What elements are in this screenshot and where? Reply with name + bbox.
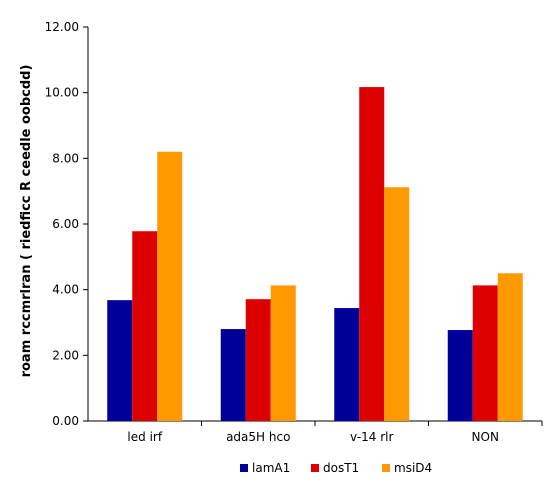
legend-swatch-dost1: [311, 464, 319, 472]
y-tick-label: 6.00: [52, 217, 79, 231]
x-tick-label: ada5H hco: [226, 430, 290, 444]
legend-swatch-lama1: [240, 464, 248, 472]
bar-dost1-3: [359, 87, 385, 422]
x-tick-label: NON: [472, 430, 499, 444]
y-tick-label: 10.00: [45, 86, 79, 100]
bar-msid4-4: [497, 273, 523, 421]
y-axis-ticks: 0.00 2.00 4.00 6.00 8.00 10.00 12.00: [45, 20, 88, 428]
x-axis-ticks: led irf ada5H hco v-14 rlr NON: [127, 421, 543, 444]
bar-dost1-1: [132, 231, 158, 421]
bar-msid4-1: [157, 151, 183, 421]
bar-lama1-3: [334, 308, 360, 421]
y-tick-label: 12.00: [45, 20, 79, 34]
bar-lama1-2: [220, 329, 246, 421]
legend-swatch-msid4: [382, 464, 390, 472]
legend-label-lama1: lamA1: [252, 461, 290, 475]
y-tick-label: 2.00: [52, 348, 79, 362]
y-tick-label: 4.00: [52, 283, 79, 297]
bar-msid4-3: [384, 187, 410, 421]
bar-lama1-4: [447, 330, 473, 421]
x-tick-label: v-14 rlr: [350, 430, 393, 444]
legend-label-dost1: dosT1: [323, 461, 359, 475]
bar-msid4-2: [270, 285, 296, 421]
y-tick-label: 8.00: [52, 151, 79, 165]
bar-dost1-2: [245, 299, 271, 421]
bar-lama1-1: [107, 300, 133, 421]
legend: lamA1 dosT1 msiD4: [240, 461, 432, 475]
bar-dost1-4: [472, 285, 498, 421]
x-tick-label: led irf: [127, 430, 162, 444]
bars-group: [107, 87, 523, 422]
y-tick-label: 0.00: [52, 414, 79, 428]
y-axis-title: roam rccmrlran ( riedficc R ceedle oobcd…: [19, 65, 34, 378]
legend-label-msid4: msiD4: [394, 461, 432, 475]
